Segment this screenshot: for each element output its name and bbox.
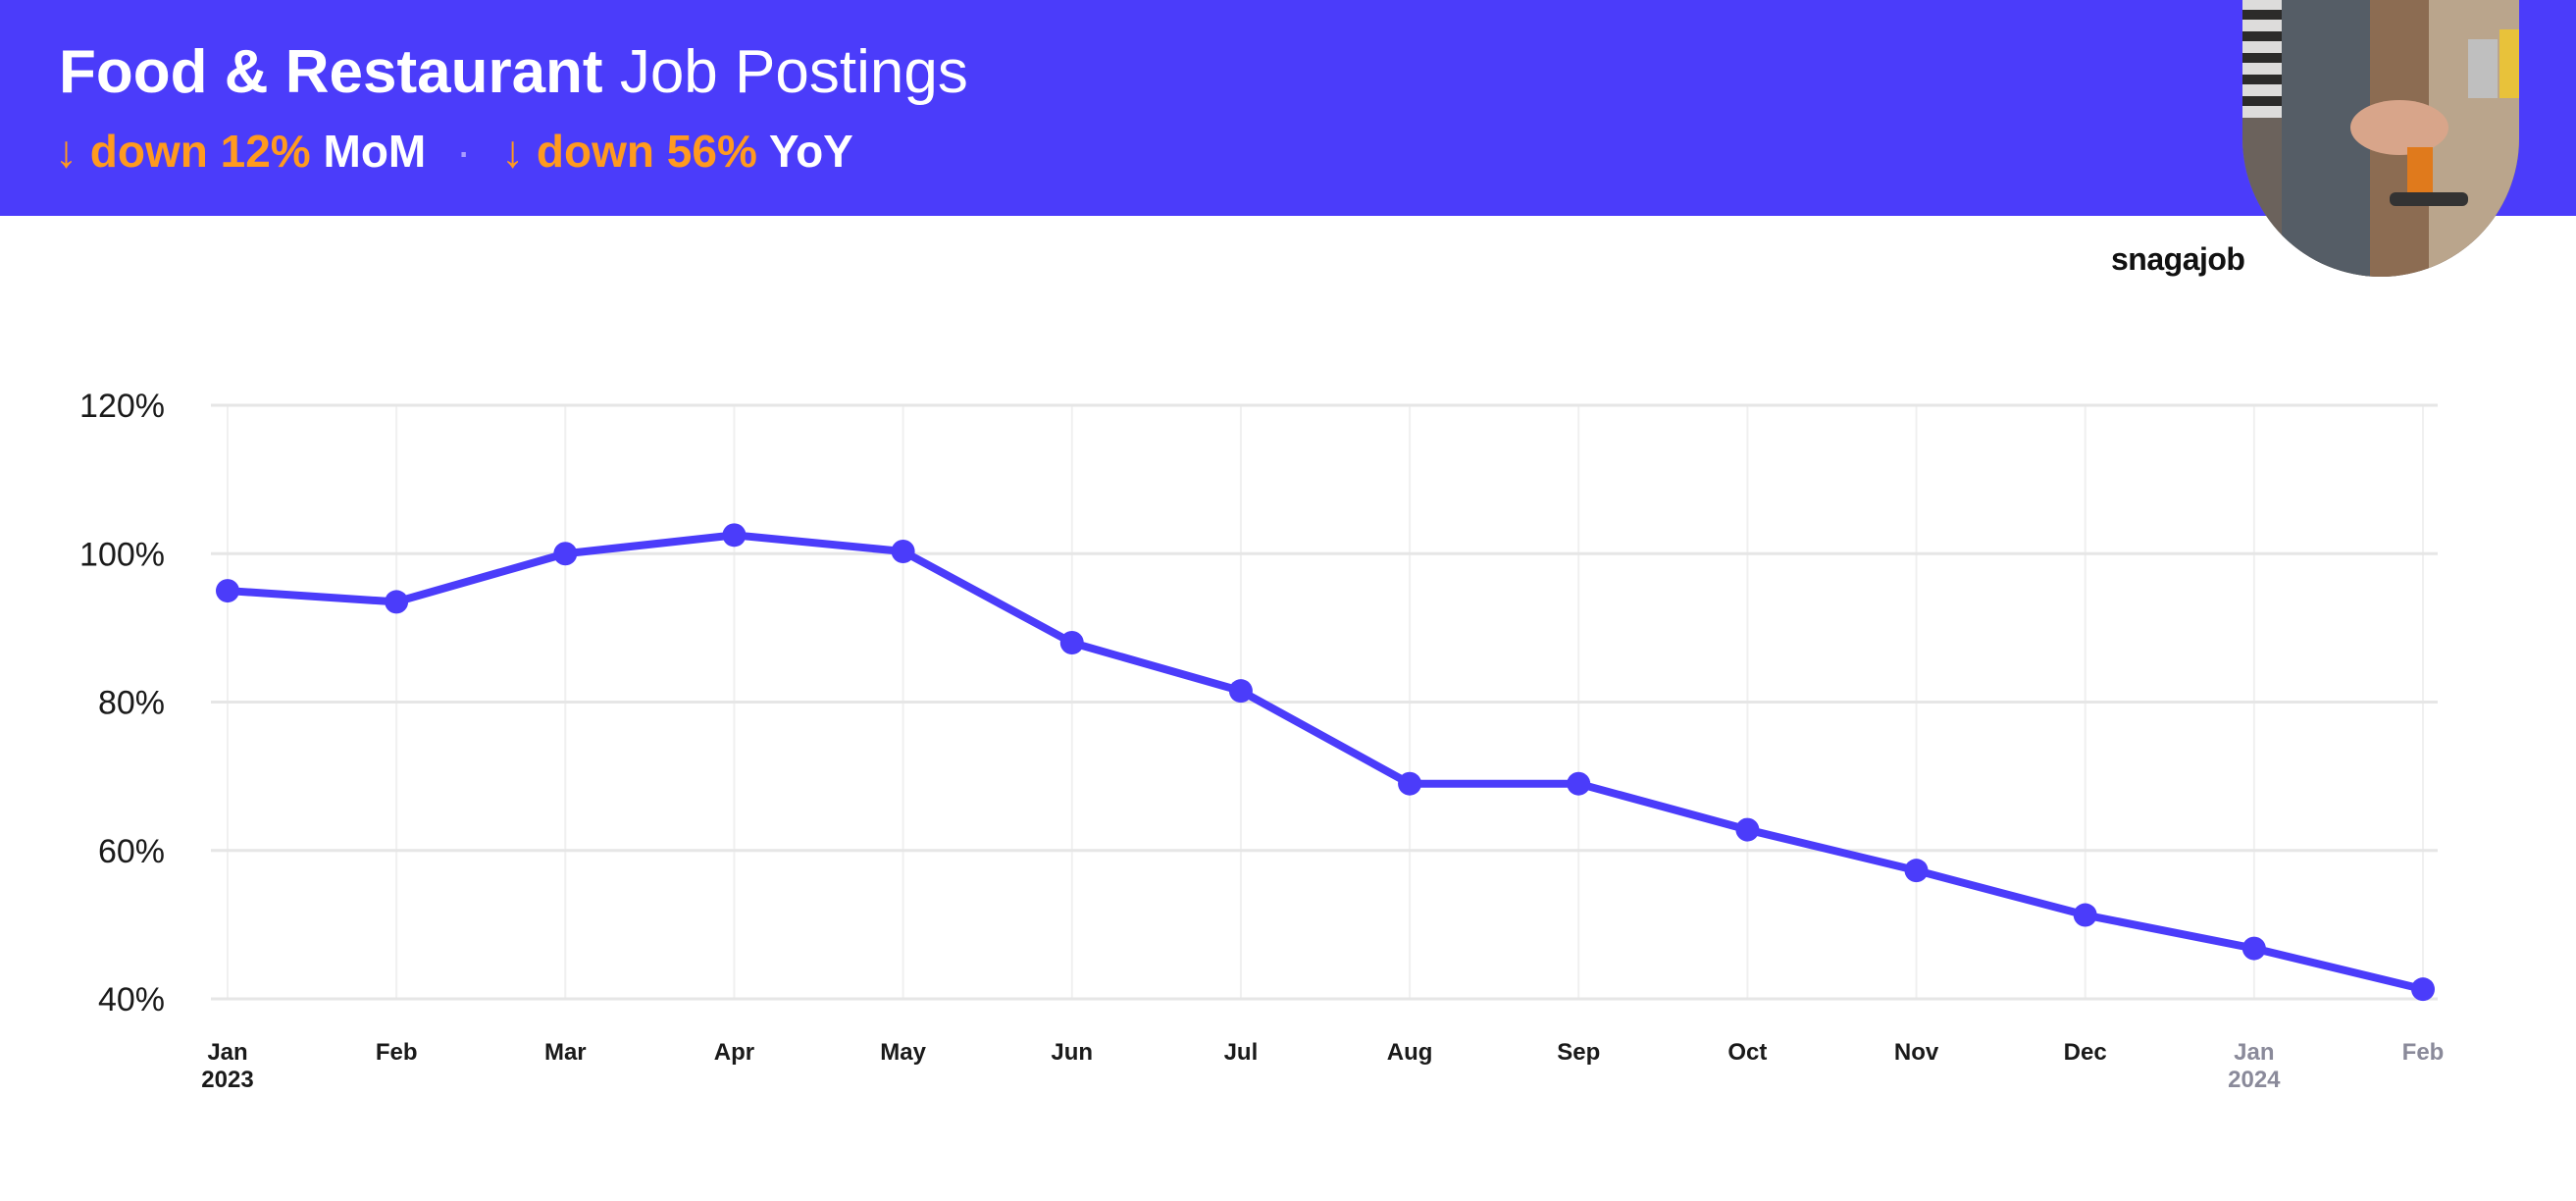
data-point [2073,903,2097,927]
y-axis-ticks: 40% 60% 80% 100% 120% [79,388,165,1018]
y-tick-label: 120% [79,388,165,425]
brand-logo: snagajob [2111,241,2245,277]
x-tick-label: Nov [1894,1039,1939,1066]
x-tick-label: Oct [1727,1039,1767,1066]
data-point [891,539,915,563]
x-tick-year-label: 2023 [201,1067,253,1093]
data-points [216,523,2435,1002]
x-tick-label: Feb [2402,1039,2445,1066]
x-tick-label: Jan [2234,1039,2274,1066]
x-tick-label: Jul [1224,1039,1259,1066]
down-arrow-icon: ↓ [55,126,77,177]
yoy-label: YoY [768,126,853,177]
data-point [385,590,409,614]
data-point [1735,817,1760,842]
x-tick-label: May [880,1039,926,1066]
header-banner: Food & Restaurant Job Postings ↓ down 12… [0,0,2576,216]
x-tick-label: Mar [544,1039,587,1066]
horizontal-gridlines [211,403,2438,1001]
x-tick-year-label: 2024 [2228,1067,2281,1093]
y-tick-label: 80% [98,685,165,722]
mom-value: down 12% [89,126,311,177]
x-tick-label: Jan [207,1039,247,1066]
data-point [1398,771,1422,796]
data-point [1567,771,1591,796]
data-point [722,523,747,548]
data-point [1904,859,1929,883]
x-tick-label: Dec [2064,1039,2107,1066]
chart-subtitle: ↓ down 12% MoM · ↓ down 56% YoY [55,122,853,181]
x-tick-label: Sep [1557,1039,1600,1066]
x-tick-label: Aug [1387,1039,1433,1066]
down-arrow-icon: ↓ [501,126,525,177]
x-tick-label: Jun [1051,1039,1093,1066]
y-tick-label: 100% [79,536,165,573]
separator: · [456,126,472,177]
data-point [216,579,239,603]
x-tick-label: Feb [376,1039,418,1066]
y-tick-label: 60% [98,833,165,870]
data-point [1059,631,1084,654]
x-tick-label: Apr [714,1039,754,1066]
data-point [1228,679,1253,704]
data-point [553,542,578,566]
yoy-value: down 56% [536,126,757,177]
series-line [224,531,2427,994]
y-tick-label: 40% [98,981,165,1018]
chart-title: Food & Restaurant Job Postings [59,35,968,110]
mom-label: MoM [323,126,427,177]
title-light: Job Postings [619,38,968,106]
data-point [2411,977,2435,1002]
title-bold: Food & Restaurant [59,38,603,106]
data-point [2241,936,2266,961]
